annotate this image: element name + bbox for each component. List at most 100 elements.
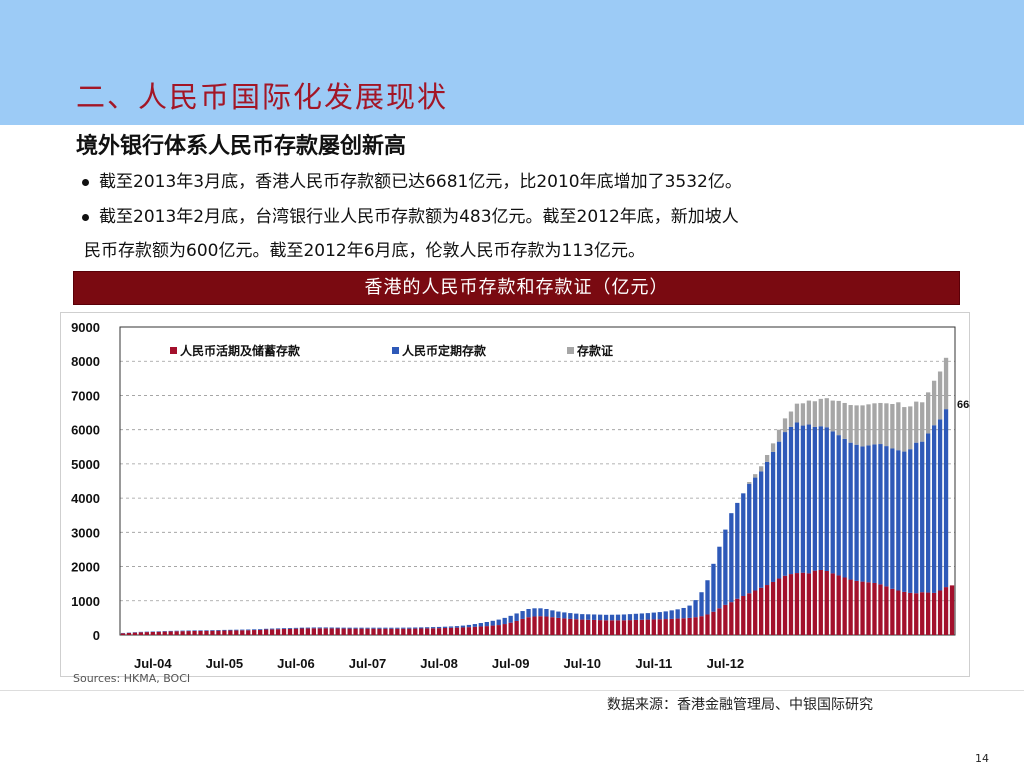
- legend-label: 存款证: [576, 343, 613, 358]
- bar-segment: [275, 629, 281, 635]
- bar-segment: [603, 614, 609, 621]
- bar-segment: [413, 627, 418, 629]
- bar-segment: [931, 380, 937, 426]
- bar-segment: [389, 628, 394, 635]
- legend-swatch: [170, 347, 177, 354]
- bar-segment: [502, 617, 507, 625]
- bar-segment: [896, 590, 901, 635]
- bar-segment: [198, 630, 203, 631]
- bar-segment: [759, 587, 764, 635]
- bar-segment: [210, 630, 215, 635]
- bar-segment: [884, 403, 889, 447]
- bar-segment: [747, 593, 752, 635]
- bar-segment: [550, 617, 555, 635]
- y-tick-label: 0: [93, 628, 100, 643]
- bar-segment: [299, 628, 305, 635]
- bar-segment: [920, 402, 925, 442]
- legend-swatch: [567, 347, 574, 354]
- page-number: 14: [975, 752, 989, 765]
- bar-segment: [920, 592, 925, 635]
- bar-segment: [383, 627, 388, 629]
- bar-segment: [764, 585, 770, 635]
- bar-segment: [281, 628, 287, 630]
- bar-segment: [753, 474, 758, 478]
- bar-segment: [914, 593, 919, 635]
- bar-segment: [436, 626, 442, 629]
- bar-segment: [335, 628, 340, 635]
- bar-segment: [651, 619, 656, 635]
- bar-segment: [818, 398, 823, 427]
- bar-segment: [240, 630, 245, 635]
- bar-segment: [770, 443, 776, 452]
- bar-segment: [532, 616, 537, 635]
- bar-segment: [717, 546, 722, 609]
- bullet-continuation: 民币存款额为600亿元。截至2012年6月底，伦敦人民币存款为113亿元。: [84, 241, 645, 261]
- bar-segment: [705, 580, 710, 615]
- bar-segment: [353, 627, 358, 629]
- bar-segment: [902, 591, 907, 635]
- sources-note: Sources: HKMA, BOCI: [73, 672, 191, 685]
- bar-segment: [782, 432, 788, 576]
- bar-segment: [931, 425, 937, 593]
- bar-segment: [872, 403, 877, 445]
- bar-segment: [460, 627, 466, 635]
- bar-segment: [788, 426, 794, 575]
- bar-segment: [472, 626, 478, 635]
- bar-segment: [717, 608, 722, 635]
- bar-segment: [884, 446, 889, 587]
- bar-segment: [216, 630, 221, 631]
- bar-segment: [448, 627, 454, 635]
- bar-segment: [937, 590, 943, 635]
- data-source-note: 数据来源：香港金融管理局、中银国际研究: [607, 697, 873, 713]
- bar-segment: [580, 614, 585, 620]
- bar-segment: [132, 632, 138, 635]
- bar-segment: [943, 409, 949, 588]
- bar-segment: [729, 602, 734, 635]
- bar-segment: [788, 411, 794, 427]
- bar-segment: [293, 627, 299, 629]
- bar-segment: [180, 630, 185, 632]
- bar-segment: [305, 628, 311, 635]
- bar-segment: [943, 587, 949, 635]
- bar-segment: [538, 608, 543, 617]
- bar-segment: [806, 573, 812, 635]
- bar-segment: [252, 630, 257, 635]
- bar-segment: [824, 398, 829, 428]
- bar-segment: [514, 620, 519, 635]
- bar-segment: [216, 630, 221, 635]
- chart-banner: 香港的人民币存款和存款证（亿元）: [73, 271, 960, 305]
- bar-segment: [860, 581, 865, 635]
- slide-subtitle: 境外银行体系人民币存款屡创新高: [76, 133, 407, 159]
- bar-segment: [878, 402, 883, 445]
- bar-segment: [305, 627, 311, 629]
- bar-segment: [842, 577, 847, 635]
- bar-segment: [669, 610, 674, 619]
- bar-segment: [413, 628, 418, 635]
- bar-segment: [866, 445, 871, 583]
- bar-segment: [186, 630, 191, 632]
- bar-segment: [776, 441, 782, 579]
- bar-segment: [228, 630, 233, 635]
- bar-segment: [359, 627, 364, 629]
- bar-segment: [711, 611, 716, 635]
- bar-segment: [854, 444, 859, 581]
- y-tick-label: 6000: [71, 423, 100, 438]
- bar-segment: [866, 582, 871, 635]
- bar-segment: [371, 628, 376, 635]
- bar-segment: [699, 616, 704, 635]
- y-tick-label: 1000: [71, 594, 100, 609]
- bar-segment: [592, 614, 597, 620]
- value-annotation: 6681: [957, 399, 970, 411]
- bar-segment: [353, 628, 358, 635]
- bar-segment: [627, 614, 633, 621]
- bar-segment: [192, 630, 197, 635]
- bar-segment: [675, 609, 680, 619]
- bar-segment: [258, 629, 263, 630]
- bar-segment: [383, 628, 388, 635]
- bar-segment: [860, 405, 865, 447]
- bar-segment: [592, 619, 597, 635]
- bar-segment: [890, 588, 895, 635]
- bar-segment: [508, 615, 513, 623]
- bar-segment: [311, 628, 316, 635]
- bar-segment: [502, 624, 507, 635]
